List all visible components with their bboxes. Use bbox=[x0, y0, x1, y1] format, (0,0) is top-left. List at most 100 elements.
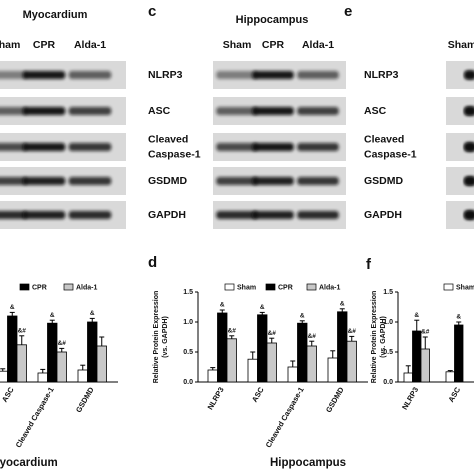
row-label: GSDMD bbox=[148, 175, 188, 187]
blot-band bbox=[68, 177, 112, 185]
chart-title: Hippocampus bbox=[270, 457, 346, 469]
row-label: Caspase-1 bbox=[364, 148, 417, 160]
bar bbox=[266, 342, 277, 383]
blot-band bbox=[22, 143, 66, 151]
row-label: Cleaved bbox=[364, 133, 404, 145]
lane-label: Alda-1 bbox=[74, 39, 106, 51]
bar bbox=[297, 322, 308, 383]
significance-mark: & bbox=[414, 312, 419, 319]
blot-band bbox=[252, 71, 294, 79]
bar bbox=[257, 314, 268, 383]
blot-band bbox=[464, 211, 474, 219]
bar bbox=[287, 366, 298, 383]
significance-mark: & bbox=[220, 302, 225, 309]
bar bbox=[87, 321, 98, 383]
legend-swatch bbox=[63, 283, 74, 291]
blot-band bbox=[22, 177, 66, 185]
x-tick-label: NLRP3 bbox=[206, 385, 226, 411]
bar bbox=[454, 324, 464, 383]
legend-swatch bbox=[265, 283, 276, 291]
row-label: GAPDH bbox=[364, 209, 402, 221]
bar bbox=[445, 371, 455, 383]
blot-band bbox=[216, 71, 258, 79]
bar bbox=[306, 345, 317, 383]
row-label: ASC bbox=[364, 105, 387, 117]
legend-label: Alda-1 bbox=[76, 284, 98, 291]
lane-label: Sham bbox=[448, 39, 474, 51]
bar bbox=[7, 315, 18, 383]
significance-mark: & bbox=[90, 310, 95, 317]
blot-title: Hippocampus bbox=[236, 14, 309, 26]
bar bbox=[346, 340, 357, 383]
x-tick-label: Cleaved Caspase-1 bbox=[264, 385, 306, 449]
bar bbox=[96, 345, 107, 383]
x-tick-label: GSDMD bbox=[324, 385, 346, 414]
chart-title: Myocardium bbox=[0, 457, 58, 469]
bar bbox=[77, 369, 88, 383]
y-tick-label: 1.0 bbox=[383, 319, 393, 326]
y-tick-label: 0.5 bbox=[183, 349, 193, 356]
blot-band bbox=[297, 211, 339, 219]
significance-mark: &# bbox=[58, 340, 67, 347]
bar bbox=[420, 348, 430, 383]
y-tick-label: 0.5 bbox=[383, 349, 393, 356]
blot-band bbox=[22, 71, 66, 79]
y-tick-label: 1.5 bbox=[383, 289, 393, 296]
row-label: GSDMD bbox=[364, 175, 404, 187]
blot-band bbox=[22, 107, 66, 115]
blot-band bbox=[216, 211, 258, 219]
row-label: NLRP3 bbox=[364, 69, 399, 81]
x-tick-label: ASC bbox=[0, 385, 16, 404]
lane-label: Sham bbox=[0, 39, 20, 51]
row-label: GAPDH bbox=[148, 209, 186, 221]
blot-band bbox=[464, 71, 474, 79]
y-tick-label: 0.0 bbox=[183, 379, 193, 386]
blot-band bbox=[68, 71, 112, 79]
x-tick-label: GSDMD bbox=[74, 385, 96, 414]
blot-band bbox=[0, 71, 28, 79]
bar bbox=[56, 351, 67, 383]
panel-letter: d bbox=[148, 254, 157, 271]
y-tick-label: 1.0 bbox=[183, 319, 193, 326]
significance-mark: &# bbox=[268, 330, 277, 337]
bar bbox=[247, 358, 258, 383]
y-axis-label: Relative Protein Expression bbox=[153, 291, 160, 384]
bar bbox=[0, 370, 8, 383]
panel-letter: e bbox=[344, 3, 352, 20]
significance-mark: & bbox=[10, 304, 15, 311]
lane-label: CPR bbox=[33, 39, 56, 51]
legend-label: Sham bbox=[237, 284, 256, 291]
bar bbox=[47, 322, 58, 383]
x-tick-label: ASC bbox=[446, 385, 462, 404]
y-axis-label: (vs. GAPDH) bbox=[380, 316, 387, 358]
blot-band bbox=[252, 143, 294, 151]
lane-label: Sham bbox=[223, 39, 252, 51]
lane-label: CPR bbox=[262, 39, 285, 51]
blot-band bbox=[0, 211, 28, 219]
blot-band bbox=[464, 177, 474, 185]
significance-mark: & bbox=[340, 301, 345, 308]
panel-letter: f bbox=[366, 256, 372, 273]
blot-band bbox=[252, 177, 294, 185]
significance-mark: & bbox=[300, 313, 305, 320]
row-label: Caspase-1 bbox=[148, 148, 201, 160]
bar bbox=[327, 357, 338, 383]
blot-band bbox=[297, 107, 339, 115]
x-tick-label: Cleaved Caspase-1 bbox=[14, 385, 56, 449]
y-tick-label: 0.0 bbox=[383, 379, 393, 386]
significance-mark: &# bbox=[308, 333, 317, 340]
bar bbox=[217, 312, 228, 383]
blot-band bbox=[216, 177, 258, 185]
legend-label: CPR bbox=[278, 284, 293, 291]
panel-letter: c bbox=[148, 3, 156, 20]
bar bbox=[226, 338, 237, 383]
bar bbox=[412, 330, 422, 383]
blot-band bbox=[68, 143, 112, 151]
row-label: Cleaved bbox=[148, 133, 188, 145]
bar bbox=[37, 372, 48, 383]
significance-mark: &# bbox=[421, 329, 430, 336]
blot-band bbox=[297, 143, 339, 151]
blot-band bbox=[68, 107, 112, 115]
legend-label: CPR bbox=[32, 284, 47, 291]
significance-mark: &# bbox=[348, 328, 357, 335]
